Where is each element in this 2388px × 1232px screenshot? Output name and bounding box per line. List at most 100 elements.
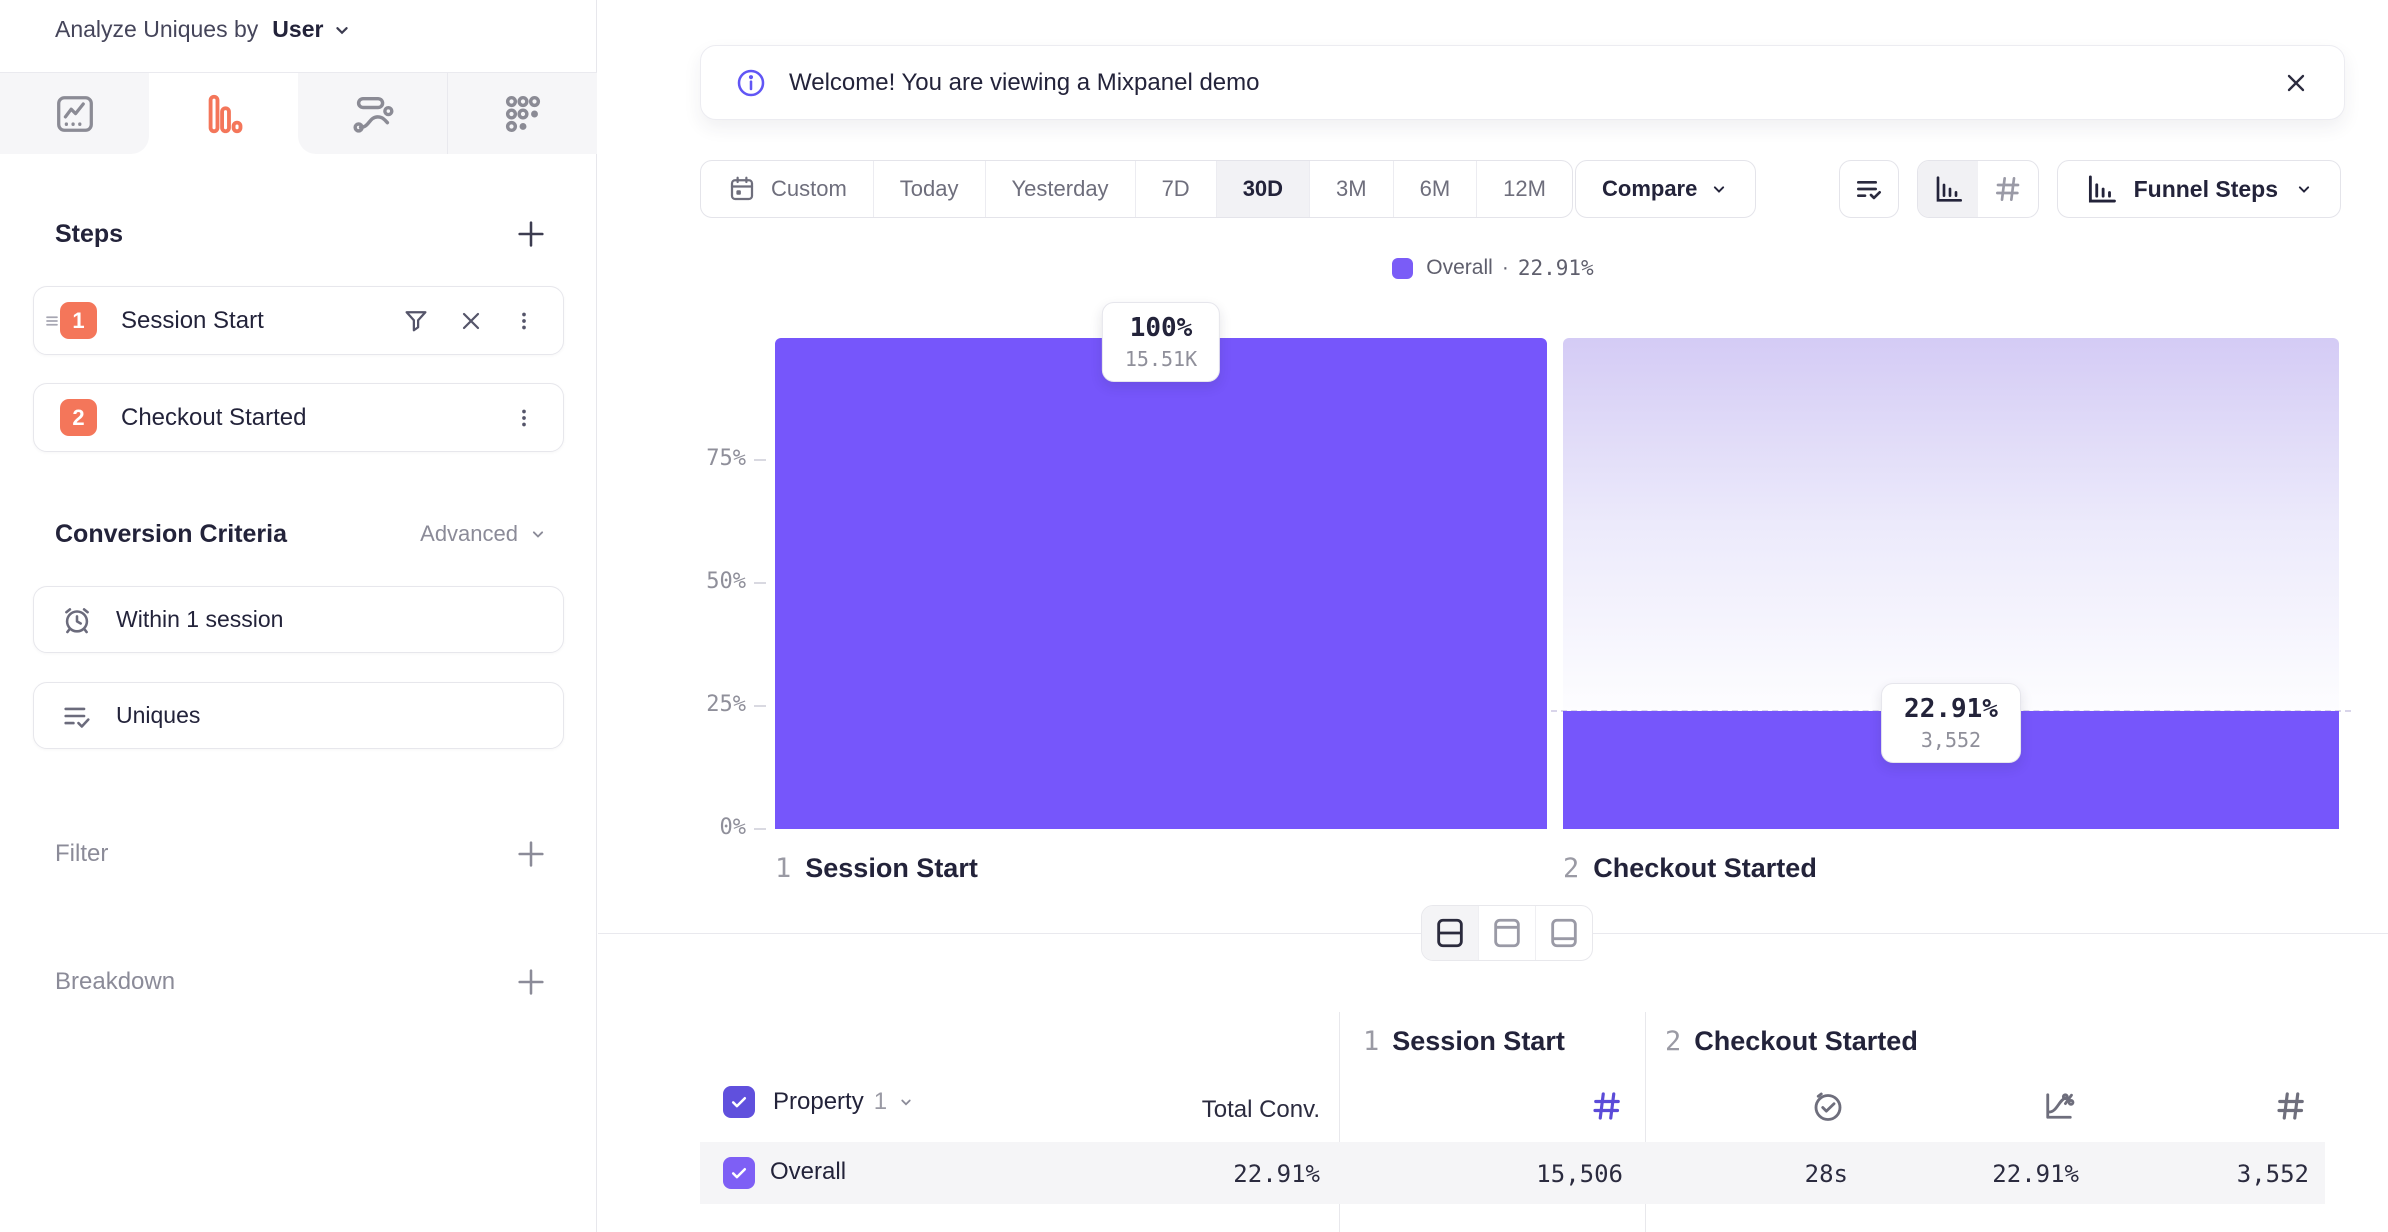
column-divider bbox=[1645, 1012, 1646, 1232]
list-check-icon bbox=[60, 699, 94, 733]
layout-table-focus-toggle[interactable] bbox=[1479, 906, 1536, 960]
filter-label: Filter bbox=[55, 840, 109, 867]
date-range-12m[interactable]: 12M bbox=[1503, 176, 1546, 201]
date-range-30d[interactable]: 30D bbox=[1216, 161, 1311, 217]
sidebar: Analyze Uniques by User bbox=[0, 0, 597, 1232]
add-filter-button[interactable] bbox=[514, 837, 548, 871]
filter-section: Filter bbox=[55, 832, 548, 876]
analyze-by-dropdown[interactable]: User bbox=[272, 16, 353, 43]
filter-funnel-icon bbox=[401, 306, 431, 336]
step-number-badge: 2 bbox=[60, 399, 97, 436]
row-checkbox[interactable] bbox=[723, 1157, 755, 1189]
add-step-button[interactable] bbox=[514, 217, 548, 251]
date-range-today[interactable]: Today bbox=[874, 161, 986, 217]
plus-icon bbox=[514, 965, 548, 999]
select-all-checkbox[interactable] bbox=[723, 1086, 755, 1118]
step-name[interactable]: Session Start bbox=[121, 306, 264, 334]
y-axis-tick: 50% bbox=[706, 569, 746, 594]
display-percent-bars-toggle[interactable] bbox=[1917, 161, 1978, 217]
cell-step1-count: 15,506 bbox=[1536, 1160, 1623, 1188]
date-range-yesterday[interactable]: Yesterday bbox=[986, 161, 1136, 217]
count-metric-icon[interactable] bbox=[2273, 1088, 2309, 1124]
layout-chart-focus-toggle[interactable] bbox=[1536, 906, 1592, 960]
tab-retention[interactable] bbox=[447, 73, 597, 154]
analyze-by-value: User bbox=[272, 16, 324, 42]
tooltip-percent: 22.91% bbox=[1904, 694, 1998, 724]
column-group-step-2: 2 Checkout Started bbox=[1665, 1026, 1918, 1057]
legend-series-name: Overall bbox=[1426, 256, 1493, 279]
count-metric-icon[interactable] bbox=[1589, 1088, 1625, 1124]
layout-split-equal-toggle[interactable] bbox=[1422, 906, 1479, 960]
chart-legend[interactable]: Overall · 22.91% bbox=[598, 256, 2388, 280]
table-row-overall[interactable]: Overall 22.91% 15,506 28s 22.91% 3,552 bbox=[700, 1142, 2325, 1204]
cell-step2-count: 3,552 bbox=[2236, 1160, 2309, 1188]
chart-type-dropdown[interactable]: Funnel Steps bbox=[2056, 160, 2341, 218]
compare-button[interactable]: Compare bbox=[1575, 160, 1757, 218]
chevron-down-icon bbox=[2294, 179, 2314, 199]
list-check-icon bbox=[1853, 173, 1885, 205]
value-display-toggle bbox=[1916, 160, 2039, 218]
analyze-by-label: Analyze Uniques by bbox=[55, 16, 259, 42]
tab-funnels[interactable] bbox=[149, 73, 298, 154]
conversion-criteria-header: Conversion Criteria Advanced bbox=[55, 512, 548, 556]
date-range-picker: Custom Today Yesterday 7D 30D 3M 6M 12M bbox=[700, 160, 1573, 218]
tab-insights[interactable] bbox=[0, 73, 149, 154]
step-name[interactable]: Checkout Started bbox=[121, 403, 307, 431]
avg-time-metric-icon[interactable] bbox=[1810, 1088, 1846, 1124]
split-bottom-icon bbox=[1547, 916, 1581, 950]
funnel-steps-chart-icon bbox=[2084, 172, 2118, 206]
display-numbers-toggle[interactable] bbox=[1978, 161, 2038, 217]
chevron-down-icon bbox=[528, 524, 548, 544]
funnel-bar-step-1[interactable] bbox=[775, 338, 1547, 829]
banner-close-button[interactable] bbox=[2282, 69, 2310, 97]
date-range-6m[interactable]: 6M bbox=[1394, 161, 1478, 217]
legend-swatch bbox=[1392, 257, 1414, 279]
tooltip-count: 3,552 bbox=[1920, 728, 1982, 752]
step-filter-button[interactable] bbox=[401, 306, 431, 336]
plus-icon bbox=[514, 837, 548, 871]
bar-tooltip-step-2: 22.91% 3,552 bbox=[1881, 683, 2021, 763]
step-card-1[interactable]: 1 Session Start bbox=[33, 286, 564, 355]
step-menu-button[interactable] bbox=[511, 405, 537, 431]
tab-flows[interactable] bbox=[298, 73, 447, 154]
property-column-dropdown[interactable]: Property 1 bbox=[773, 1088, 915, 1116]
advanced-dropdown[interactable]: Advanced bbox=[420, 521, 548, 547]
analyze-by-row: Analyze Uniques by User bbox=[55, 16, 353, 43]
bar-tooltip-step-1: 100% 15.51K bbox=[1101, 302, 1221, 382]
close-icon bbox=[457, 307, 485, 335]
funnel-bar-step-2-dropoff[interactable] bbox=[1563, 338, 2339, 711]
date-range-7d[interactable]: 7D bbox=[1136, 161, 1217, 217]
steps-header: Steps bbox=[55, 212, 548, 256]
tooltip-percent: 100% bbox=[1129, 313, 1193, 343]
y-axis-tick: 0% bbox=[719, 815, 747, 840]
chevron-down-icon bbox=[897, 1093, 915, 1111]
column-divider bbox=[1339, 1012, 1340, 1232]
step-card-2[interactable]: 2 Checkout Started bbox=[33, 383, 564, 452]
add-breakdown-button[interactable] bbox=[514, 965, 548, 999]
checkmark-icon bbox=[729, 1163, 749, 1183]
conversion-window-label: Within 1 session bbox=[116, 606, 284, 632]
y-axis-tick-mark bbox=[754, 828, 766, 830]
x-axis-label-step-2: 2 Checkout Started bbox=[1563, 853, 1817, 884]
counting-method-card[interactable]: Uniques bbox=[33, 682, 564, 749]
conversion-criteria-title: Conversion Criteria bbox=[55, 519, 288, 548]
conv-rate-metric-icon[interactable] bbox=[2041, 1088, 2077, 1124]
y-axis-tick-mark bbox=[754, 705, 766, 707]
step-menu-button[interactable] bbox=[511, 308, 537, 334]
date-range-3m[interactable]: 3M bbox=[1310, 161, 1394, 217]
date-range-custom[interactable]: Custom bbox=[701, 161, 874, 217]
alarm-clock-icon bbox=[60, 603, 94, 637]
total-conv-column-header[interactable]: Total Conv. bbox=[1201, 1096, 1320, 1123]
step-remove-button[interactable] bbox=[457, 307, 485, 335]
x-axis-label-step-1: 1 Session Start bbox=[775, 853, 978, 884]
main-content: Welcome! You are viewing a Mixpanel demo… bbox=[598, 0, 2388, 1232]
cell-total-conv: 22.91% bbox=[1233, 1160, 1320, 1188]
chart-toolbar: Custom Today Yesterday 7D 30D 3M 6M 12M … bbox=[700, 160, 2341, 218]
breakdown-section: Breakdown bbox=[55, 960, 548, 1004]
split-equal-icon bbox=[1433, 916, 1467, 950]
conversion-window-card[interactable]: Within 1 session bbox=[33, 586, 564, 653]
drag-handle-icon[interactable] bbox=[42, 311, 62, 331]
metrics-list-button[interactable] bbox=[1838, 160, 1899, 218]
split-top-icon bbox=[1490, 916, 1524, 950]
y-axis-tick: 25% bbox=[706, 692, 746, 717]
